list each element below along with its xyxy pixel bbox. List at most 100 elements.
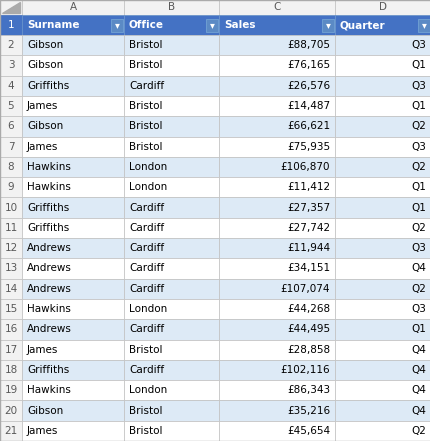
- Text: Andrews: Andrews: [27, 324, 72, 334]
- Bar: [22, 15, 124, 35]
- Text: A: A: [69, 3, 77, 12]
- Text: £34,151: £34,151: [286, 263, 329, 273]
- Text: Quarter: Quarter: [339, 20, 385, 30]
- Text: 19: 19: [4, 385, 18, 395]
- Text: Andrews: Andrews: [27, 263, 72, 273]
- Bar: [218, 0, 334, 15]
- Text: £35,216: £35,216: [286, 406, 329, 415]
- Text: Griffiths: Griffiths: [27, 81, 69, 91]
- Polygon shape: [2, 2, 20, 13]
- Text: £44,495: £44,495: [286, 324, 329, 334]
- Bar: [334, 157, 430, 177]
- Bar: [334, 96, 430, 116]
- Text: £107,074: £107,074: [280, 284, 329, 294]
- Bar: [334, 299, 430, 319]
- Text: ▾: ▾: [421, 20, 425, 30]
- Text: Q4: Q4: [410, 406, 425, 415]
- Bar: [0, 360, 22, 380]
- Text: 7: 7: [8, 142, 14, 152]
- Bar: [218, 400, 334, 421]
- Bar: [334, 360, 430, 380]
- Bar: [218, 198, 334, 218]
- Bar: [124, 238, 218, 258]
- Text: 20: 20: [4, 406, 18, 415]
- Text: Cardiff: Cardiff: [129, 202, 164, 213]
- Bar: [0, 0, 22, 15]
- Bar: [218, 319, 334, 340]
- Text: Bristol: Bristol: [129, 101, 162, 111]
- Text: ▾: ▾: [114, 20, 119, 30]
- Text: 15: 15: [4, 304, 18, 314]
- Bar: [124, 380, 218, 400]
- Bar: [218, 177, 334, 198]
- Text: Hawkins: Hawkins: [27, 182, 71, 192]
- Bar: [334, 238, 430, 258]
- Bar: [0, 319, 22, 340]
- Bar: [218, 421, 334, 441]
- Text: 10: 10: [4, 202, 18, 213]
- Text: Bristol: Bristol: [129, 426, 162, 436]
- Bar: [218, 116, 334, 137]
- Text: £76,165: £76,165: [286, 60, 329, 71]
- Bar: [22, 157, 124, 177]
- Text: Q1: Q1: [410, 60, 425, 71]
- Bar: [124, 258, 218, 279]
- Text: Q2: Q2: [410, 223, 425, 233]
- Text: Surname: Surname: [27, 20, 79, 30]
- Bar: [218, 15, 334, 35]
- Bar: [0, 198, 22, 218]
- Bar: [124, 319, 218, 340]
- Text: Q3: Q3: [410, 81, 425, 91]
- Text: Griffiths: Griffiths: [27, 365, 69, 375]
- Bar: [334, 340, 430, 360]
- Text: Cardiff: Cardiff: [129, 284, 164, 294]
- Bar: [22, 421, 124, 441]
- Bar: [218, 238, 334, 258]
- Text: 13: 13: [4, 263, 18, 273]
- Bar: [218, 258, 334, 279]
- Bar: [124, 137, 218, 157]
- Bar: [417, 19, 429, 31]
- Bar: [218, 380, 334, 400]
- Bar: [334, 218, 430, 238]
- Text: D: D: [378, 3, 386, 12]
- Bar: [124, 116, 218, 137]
- Text: Gibson: Gibson: [27, 40, 63, 50]
- Bar: [218, 218, 334, 238]
- Bar: [334, 380, 430, 400]
- Text: London: London: [129, 162, 167, 172]
- Bar: [124, 340, 218, 360]
- Bar: [334, 279, 430, 299]
- Bar: [22, 116, 124, 137]
- Bar: [124, 0, 218, 15]
- Text: Cardiff: Cardiff: [129, 223, 164, 233]
- Bar: [218, 75, 334, 96]
- Bar: [22, 177, 124, 198]
- Bar: [334, 400, 430, 421]
- Bar: [218, 299, 334, 319]
- Bar: [124, 299, 218, 319]
- Bar: [22, 299, 124, 319]
- Text: Bristol: Bristol: [129, 406, 162, 415]
- Bar: [0, 279, 22, 299]
- Bar: [218, 279, 334, 299]
- Text: Hawkins: Hawkins: [27, 385, 71, 395]
- Text: Q3: Q3: [410, 304, 425, 314]
- Text: 12: 12: [4, 243, 18, 253]
- Text: Bristol: Bristol: [129, 40, 162, 50]
- Bar: [22, 319, 124, 340]
- Text: £28,858: £28,858: [286, 345, 329, 355]
- Bar: [22, 96, 124, 116]
- Text: London: London: [129, 182, 167, 192]
- Bar: [334, 55, 430, 75]
- Bar: [218, 35, 334, 55]
- Text: Andrews: Andrews: [27, 284, 72, 294]
- Text: Q4: Q4: [410, 385, 425, 395]
- Text: Q1: Q1: [410, 182, 425, 192]
- Text: 17: 17: [4, 345, 18, 355]
- Text: £11,944: £11,944: [286, 243, 329, 253]
- Bar: [0, 177, 22, 198]
- Text: 16: 16: [4, 324, 18, 334]
- Text: Griffiths: Griffiths: [27, 223, 69, 233]
- Text: Q3: Q3: [410, 40, 425, 50]
